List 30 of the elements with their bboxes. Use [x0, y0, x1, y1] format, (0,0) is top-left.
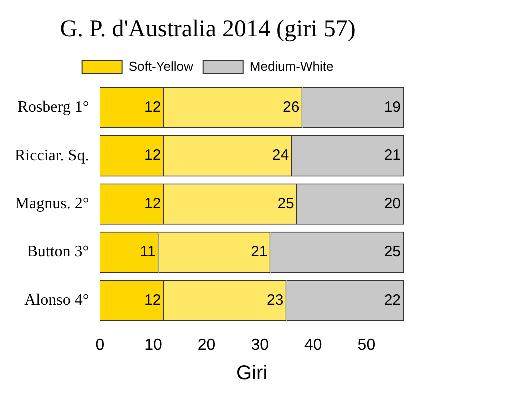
x-axis-title: Giri [236, 362, 268, 385]
data-label: 12 [144, 99, 162, 116]
x-tick-label: 0 [96, 336, 105, 354]
data-label: 12 [144, 195, 162, 212]
data-label: 12 [144, 292, 162, 309]
data-label: 11 [140, 244, 156, 261]
legend-label: Medium-White [250, 58, 334, 74]
data-label: 20 [384, 195, 401, 212]
x-tick-label: 40 [304, 336, 322, 354]
data-label: 22 [384, 292, 401, 309]
data-label: 23 [267, 292, 284, 309]
data-label: 24 [272, 147, 290, 164]
x-tick-label: 10 [144, 336, 163, 354]
data-label: 12 [144, 147, 162, 164]
data-label: 25 [384, 244, 401, 261]
data-label: 26 [283, 99, 300, 116]
x-tick-label: 20 [198, 336, 216, 354]
y-tick-label: Rosberg 1° [18, 99, 90, 116]
data-label: 25 [278, 195, 294, 212]
y-tick-label: Button 3° [27, 244, 90, 261]
legend-label: Soft-Yellow [128, 58, 194, 74]
x-tick-label: 50 [358, 336, 376, 354]
data-label: 21 [251, 244, 268, 261]
y-tick-label: Alonso 4° [24, 292, 90, 309]
chart-title: G. P. d'Australia 2014 (giri 57) [60, 16, 356, 43]
y-tick-label: Magnus. 2° [15, 196, 90, 213]
x-tick-label: 30 [251, 336, 270, 354]
y-tick-label: Ricciar. Sq. [14, 147, 90, 164]
data-label: 21 [384, 147, 401, 164]
data-label: 19 [384, 99, 401, 116]
